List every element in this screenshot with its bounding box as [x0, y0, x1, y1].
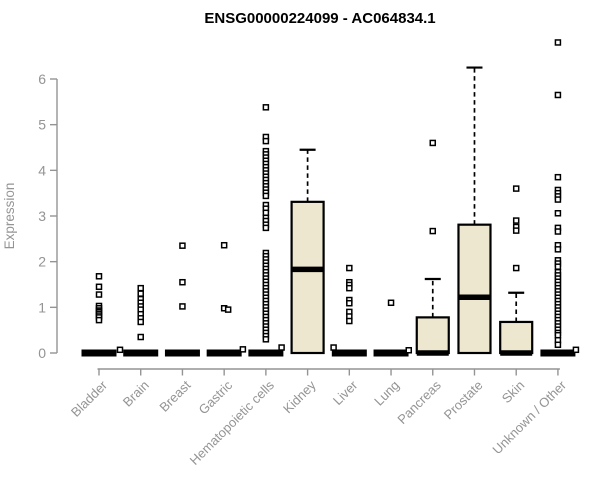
x-axis-label: Breast: [156, 377, 193, 414]
x-axis-label: Brain: [120, 378, 152, 410]
y-axis-tick-label: 1: [38, 299, 46, 315]
y-axis-tick-label: 6: [38, 71, 46, 87]
outlier-point: [262, 209, 270, 217]
outlier-point: [262, 137, 270, 145]
outlier-point: [137, 318, 144, 326]
outlier-point: [554, 331, 562, 339]
x-axis-label: Prostate: [441, 378, 486, 423]
outlier-point: [239, 346, 247, 353]
boxplot-bladder: [81, 273, 124, 357]
outlier-point: [95, 291, 103, 298]
box: [415, 316, 450, 355]
outlier-point: [95, 283, 103, 291]
outlier-point: [405, 347, 413, 354]
collapsed-box: [206, 349, 242, 357]
box: [499, 320, 534, 355]
outlier-point: [137, 290, 144, 297]
boxplot-hematopoietic-cells: [239, 104, 284, 357]
outlier-point: [429, 227, 437, 235]
collapsed-box: [248, 349, 284, 357]
outlier-point: [330, 344, 337, 351]
outlier-point: [220, 241, 228, 249]
collapsed-box: [540, 349, 576, 357]
x-axis-label: Unknown / Other: [489, 377, 569, 457]
outlier-point: [554, 341, 562, 349]
outlier-point: [116, 346, 124, 354]
x-axis-label: Skin: [499, 378, 527, 406]
y-axis-tick-label: 4: [38, 162, 46, 178]
boxplot-brain: [123, 284, 159, 357]
outlier-point: [554, 263, 562, 270]
outlier-point: [262, 224, 270, 232]
collapsed-box: [164, 349, 200, 357]
outlier-point: [512, 264, 520, 272]
x-axis-label: Pancreas: [394, 377, 444, 427]
collapsed-box: [123, 349, 159, 357]
boxplot-series: [81, 39, 580, 357]
outlier-point: [554, 39, 562, 46]
outlier-point: [278, 344, 285, 351]
boxplot-prostate: [457, 66, 492, 355]
outlier-point: [224, 306, 232, 313]
boxplot-breast: [164, 242, 200, 357]
boxplot-unknown-other: [540, 39, 580, 357]
x-axis-label: Lung: [371, 378, 402, 409]
outlier-point: [554, 246, 562, 253]
boxplot-kidney: [278, 148, 337, 355]
outlier-point: [429, 139, 437, 147]
x-axis-label: Liver: [330, 377, 361, 408]
outlier-point: [137, 284, 144, 292]
outlier-point: [262, 192, 270, 200]
outlier-point: [554, 228, 562, 235]
outlier-point: [512, 185, 520, 192]
y-axis-tick-label: 3: [38, 208, 46, 224]
outlier-point: [387, 299, 395, 307]
y-axis-tick-label: 0: [38, 345, 46, 361]
boxplot-liver: [331, 264, 367, 357]
x-axis-label: Kidney: [280, 377, 319, 416]
x-axis-label: Gastric: [196, 377, 236, 417]
outlier-point: [572, 346, 580, 354]
outlier-point: [346, 284, 353, 292]
collapsed-box: [373, 349, 409, 357]
collapsed-box: [331, 349, 367, 357]
x-axis-label: Bladder: [68, 377, 111, 420]
box: [290, 200, 325, 355]
box: [457, 223, 492, 355]
outlier-point: [95, 316, 103, 324]
boxplot-gastric: [206, 241, 242, 357]
outlier-point: [262, 336, 270, 343]
outlier-point: [179, 278, 186, 286]
outlier-point: [554, 196, 562, 203]
outlier-point: [512, 217, 520, 224]
outlier-point: [554, 91, 562, 99]
outlier-point: [512, 227, 520, 234]
outlier-point: [346, 317, 353, 325]
chart-title: ENSG00000224099 - AC064834.1: [204, 10, 435, 27]
outlier-point: [179, 303, 186, 310]
outlier-point: [262, 104, 270, 111]
outlier-point: [95, 273, 103, 280]
outlier-point: [554, 210, 562, 217]
boxplot-skin: [499, 185, 534, 356]
outlier-point: [137, 333, 144, 341]
outlier-point: [554, 173, 562, 181]
outlier-point: [346, 264, 353, 272]
y-axis-tick-label: 5: [38, 117, 46, 133]
y-axis-tick-label: 2: [38, 254, 46, 270]
outlier-point: [179, 242, 186, 249]
outlier-point: [346, 299, 353, 307]
collapsed-box: [81, 349, 117, 357]
boxplot-lung: [373, 299, 409, 357]
boxplot-pancreas: [405, 139, 450, 356]
y-axis-title: Expression: [2, 183, 17, 250]
